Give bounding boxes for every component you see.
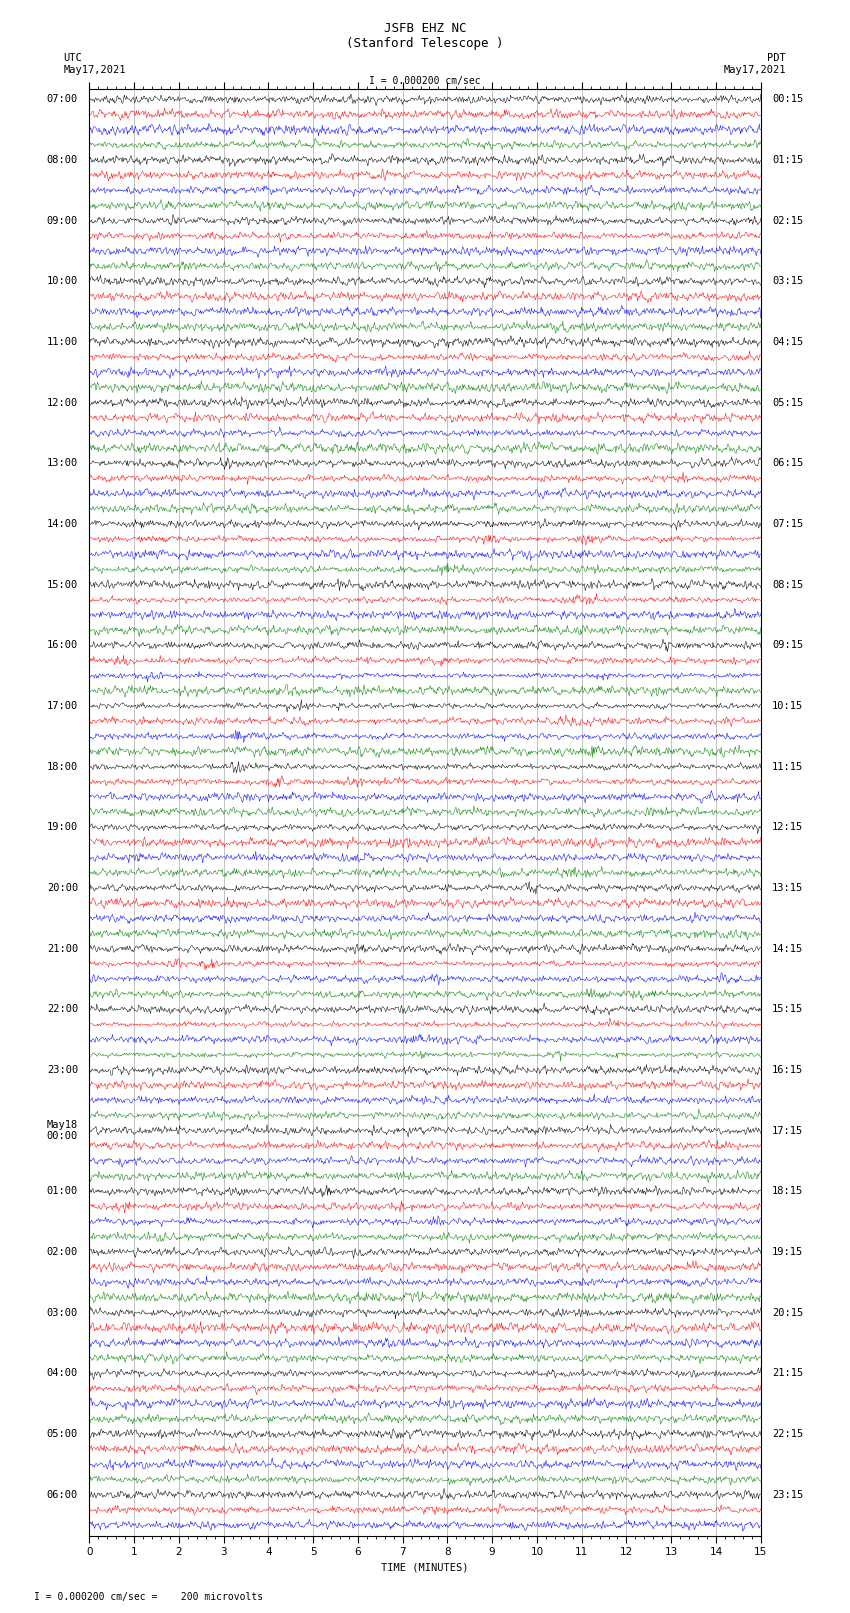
Text: 20:15: 20:15 [772,1308,803,1318]
Text: I = 0.000200 cm/sec: I = 0.000200 cm/sec [369,76,481,85]
Text: 16:15: 16:15 [772,1065,803,1074]
Text: May18
00:00: May18 00:00 [47,1119,78,1142]
Text: 10:15: 10:15 [772,702,803,711]
Text: 02:00: 02:00 [47,1247,78,1257]
Title: JSFB EHZ NC
(Stanford Telescope ): JSFB EHZ NC (Stanford Telescope ) [346,23,504,50]
Text: 07:00: 07:00 [47,94,78,105]
Text: 02:15: 02:15 [772,216,803,226]
Text: 06:15: 06:15 [772,458,803,468]
Text: 15:00: 15:00 [47,579,78,590]
Text: UTC
May17,2021: UTC May17,2021 [64,53,127,74]
Text: 04:00: 04:00 [47,1368,78,1378]
Text: 12:00: 12:00 [47,398,78,408]
Text: 18:00: 18:00 [47,761,78,771]
Text: 09:15: 09:15 [772,640,803,650]
Text: 12:15: 12:15 [772,823,803,832]
Text: I = 0.000200 cm/sec =    200 microvolts: I = 0.000200 cm/sec = 200 microvolts [34,1592,264,1602]
Text: 04:15: 04:15 [772,337,803,347]
Text: 08:00: 08:00 [47,155,78,165]
Text: 14:15: 14:15 [772,944,803,953]
Text: PDT
May17,2021: PDT May17,2021 [723,53,786,74]
Text: 19:15: 19:15 [772,1247,803,1257]
Text: 05:00: 05:00 [47,1429,78,1439]
Text: 11:15: 11:15 [772,761,803,771]
Text: 16:00: 16:00 [47,640,78,650]
Text: 09:00: 09:00 [47,216,78,226]
Text: 23:00: 23:00 [47,1065,78,1074]
Text: 13:00: 13:00 [47,458,78,468]
Text: 00:15: 00:15 [772,94,803,105]
Text: 01:15: 01:15 [772,155,803,165]
Text: 22:00: 22:00 [47,1005,78,1015]
Text: 17:00: 17:00 [47,702,78,711]
Text: 03:15: 03:15 [772,276,803,287]
Text: 03:00: 03:00 [47,1308,78,1318]
Text: 10:00: 10:00 [47,276,78,287]
Text: 08:15: 08:15 [772,579,803,590]
Text: 01:00: 01:00 [47,1186,78,1197]
Text: 05:15: 05:15 [772,398,803,408]
Text: 18:15: 18:15 [772,1186,803,1197]
Text: 11:00: 11:00 [47,337,78,347]
X-axis label: TIME (MINUTES): TIME (MINUTES) [382,1563,468,1573]
Text: 23:15: 23:15 [772,1490,803,1500]
Text: 21:15: 21:15 [772,1368,803,1378]
Text: 13:15: 13:15 [772,882,803,894]
Text: 15:15: 15:15 [772,1005,803,1015]
Text: 06:00: 06:00 [47,1490,78,1500]
Text: 14:00: 14:00 [47,519,78,529]
Text: 20:00: 20:00 [47,882,78,894]
Text: 22:15: 22:15 [772,1429,803,1439]
Text: 21:00: 21:00 [47,944,78,953]
Text: 07:15: 07:15 [772,519,803,529]
Text: 17:15: 17:15 [772,1126,803,1136]
Text: 19:00: 19:00 [47,823,78,832]
